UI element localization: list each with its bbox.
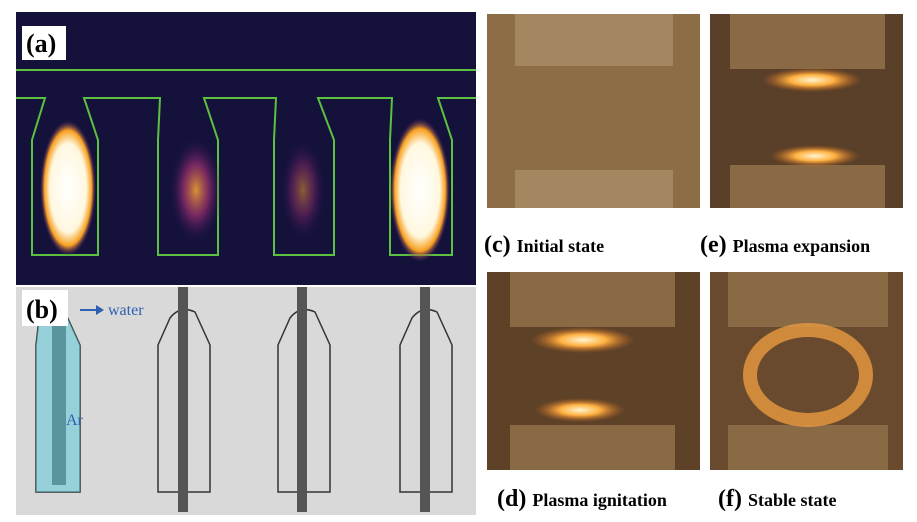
caption: (d) Plasma ignitation [497,486,667,512]
caption: (e) Plasma expansion [700,232,870,258]
photo-c [487,14,700,208]
photo-caption: Stable state [748,490,837,510]
panel-label: (a) [26,29,56,58]
argon-region [36,310,80,492]
panel-b-bg [16,287,476,515]
photo-caption: Initial state [517,236,605,256]
photo-label: (d) [497,486,526,512]
plasma-glow [40,120,96,256]
photo-label: (c) [484,232,511,258]
caption: (c) Initial state [484,232,604,258]
annotation: water [108,302,144,319]
photo-label: (e) [700,232,727,258]
panel-b: (b) water Ar [16,287,476,515]
photo-label: (f) [718,486,742,512]
photo-f [710,272,903,470]
photo-caption: Plasma expansion [733,236,871,256]
photo-caption: Plasma ignitation [532,490,667,510]
caption: (f) Stable state [718,486,836,512]
panel-a: (a) [16,12,476,285]
plasma-glow [390,118,450,262]
panel-label: (b) [26,295,58,324]
figure: (a) (b) water Ar [0,0,917,522]
plasma-speckle [170,138,222,242]
annotation: Ar [66,412,84,429]
plasma-speckle [281,140,325,240]
photo-e [710,14,903,208]
photo-d [487,272,700,470]
